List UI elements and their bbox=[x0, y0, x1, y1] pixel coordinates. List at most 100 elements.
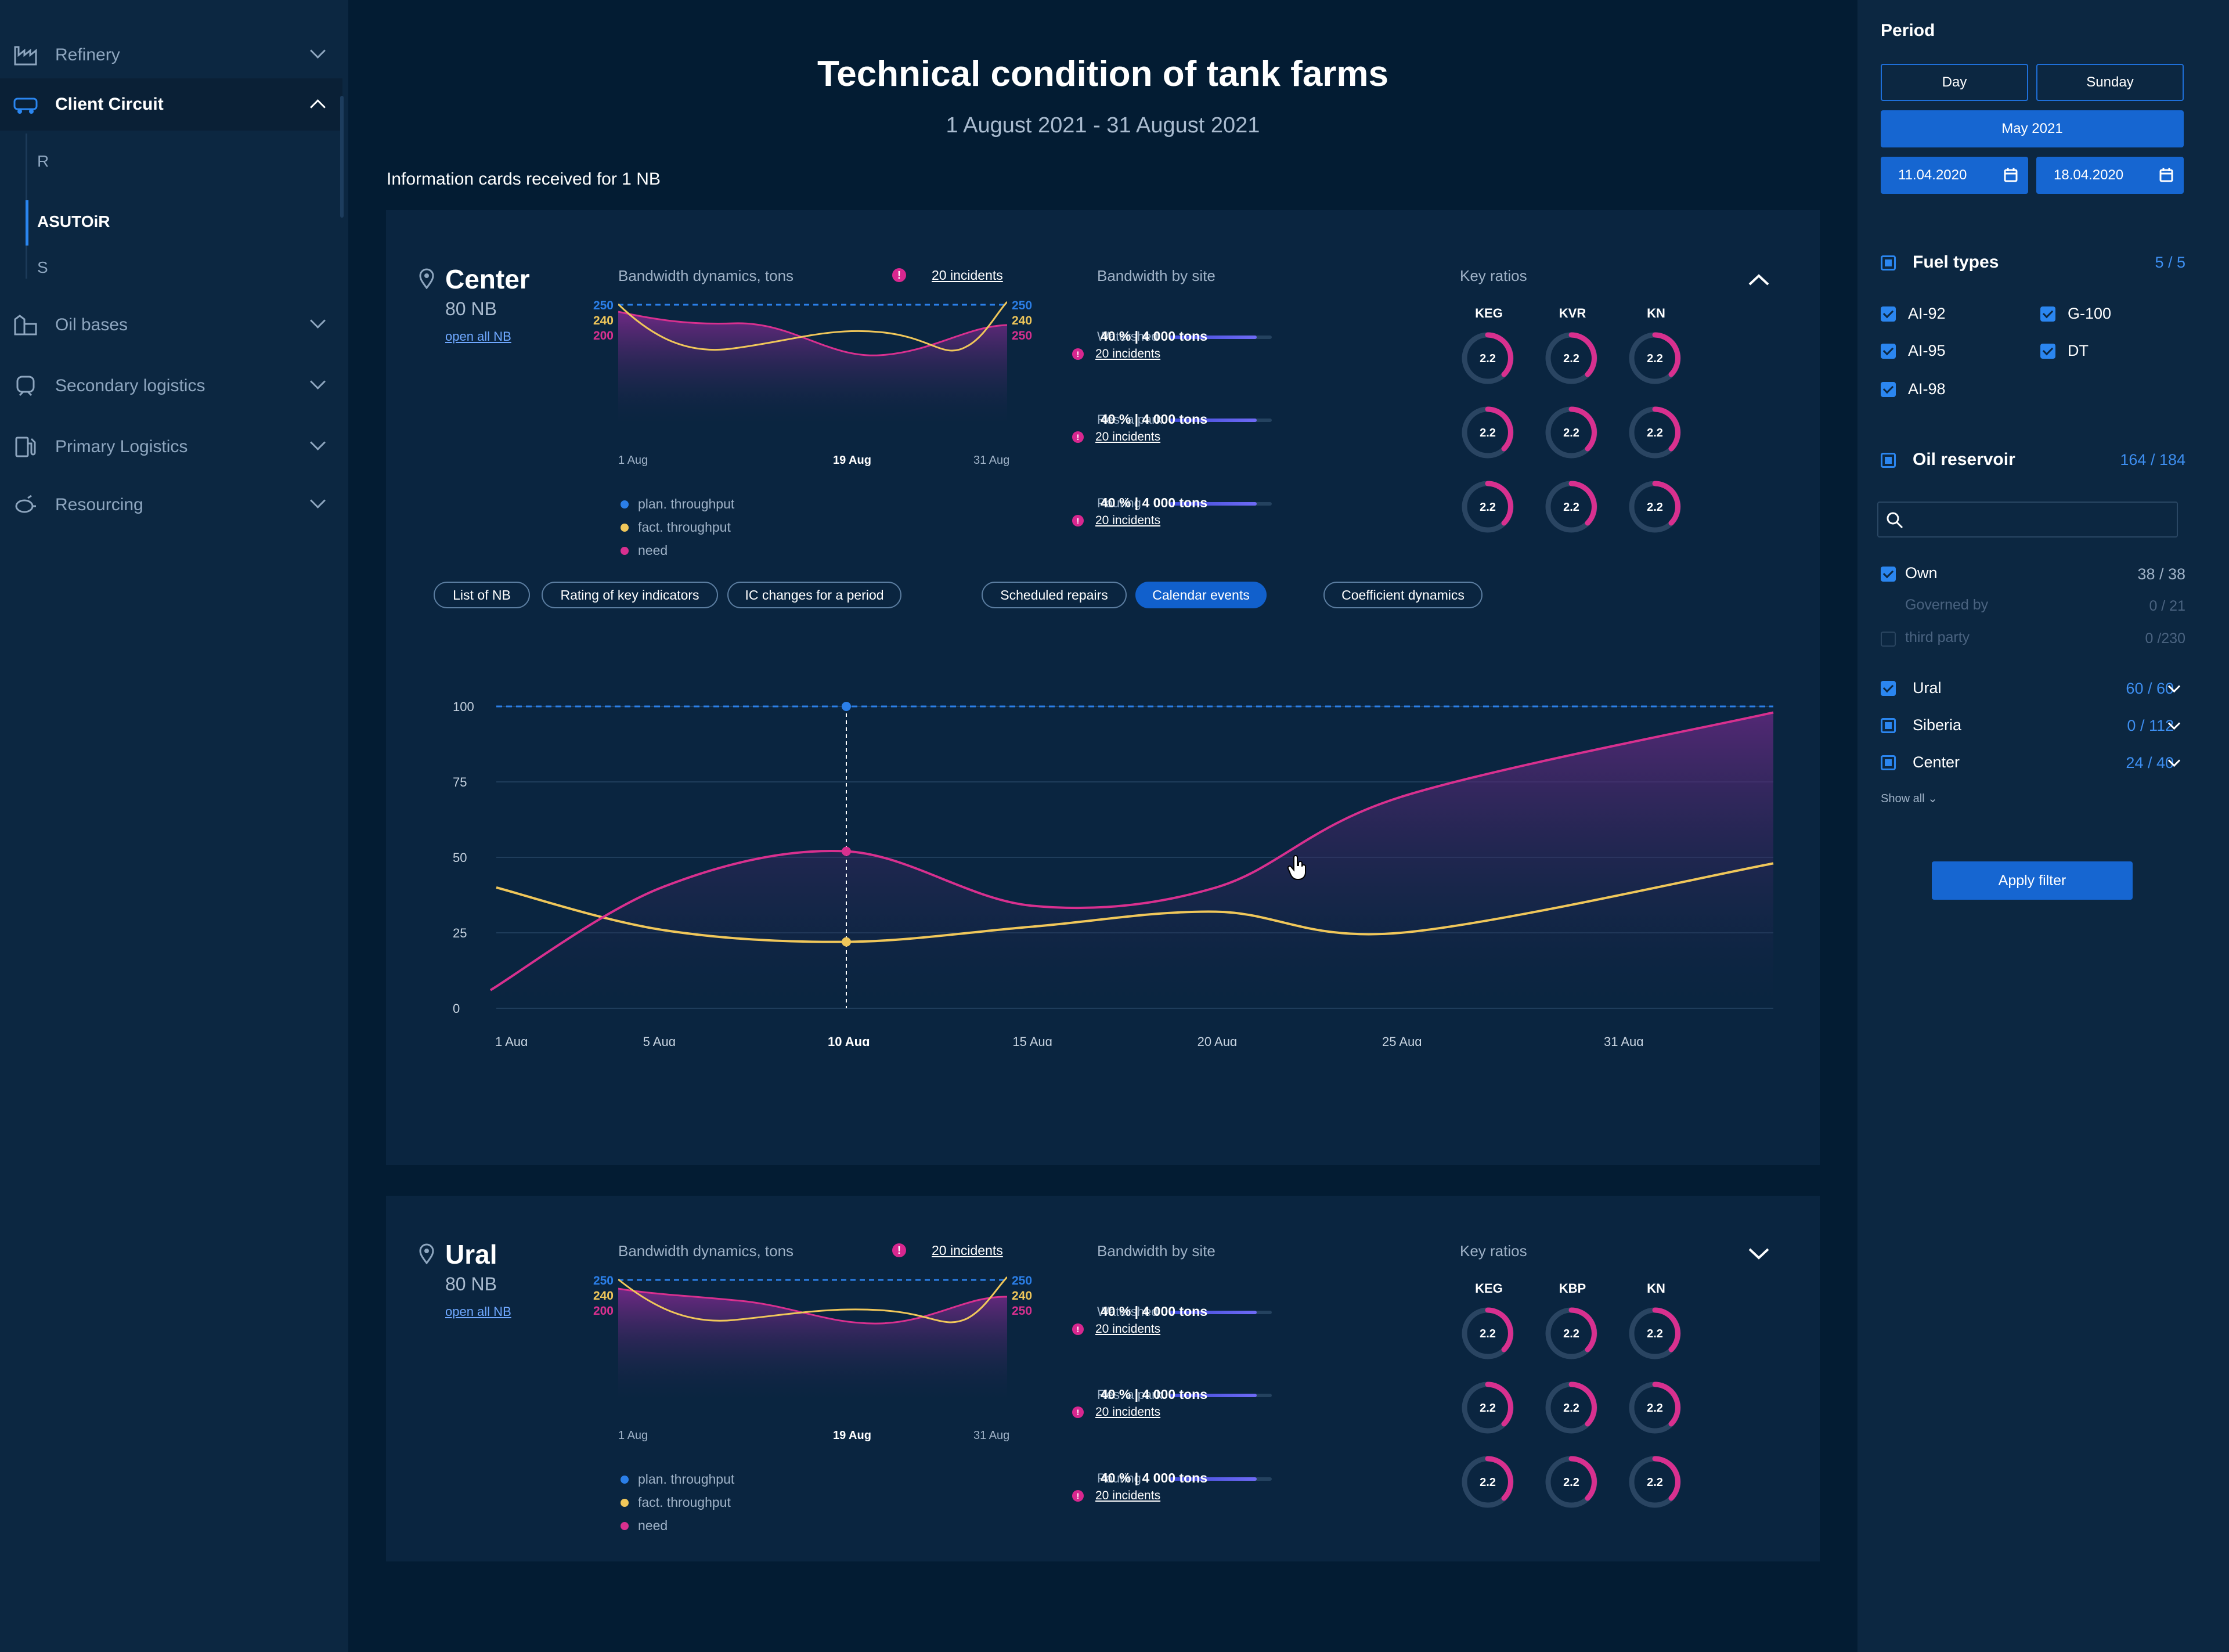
mini-chart bbox=[618, 301, 1007, 431]
incidents-link[interactable]: 20 incidents bbox=[932, 1243, 1003, 1258]
storage-icon bbox=[14, 315, 37, 336]
sidebar-item-primary-logistics[interactable]: Primary Logistics bbox=[0, 421, 342, 473]
fuel-label: G-100 bbox=[2068, 305, 2112, 322]
y-tick-label: 25 bbox=[453, 926, 467, 940]
chevron-down-icon bbox=[310, 313, 326, 329]
y-tick-label: 100 bbox=[453, 699, 474, 714]
factory-icon bbox=[14, 46, 37, 66]
date-to-field[interactable]: 18.04.2020 bbox=[2036, 157, 2184, 194]
svg-text:2.2: 2.2 bbox=[1563, 1402, 1579, 1415]
show-all-link[interactable]: Show all ⌄ bbox=[1881, 792, 1938, 805]
hand-cursor-icon bbox=[1287, 855, 1306, 880]
calendar-icon[interactable] bbox=[2159, 167, 2173, 182]
ownership-count: 38 / 38 bbox=[2137, 565, 2185, 583]
main-content: Technical condition of tank farms 1 Augu… bbox=[348, 0, 1858, 1652]
month-button[interactable]: May 2021 bbox=[1881, 110, 2184, 147]
sidebar-subitem-r[interactable]: R bbox=[37, 152, 49, 170]
region-label: Siberia bbox=[1913, 716, 1962, 734]
open-all-nb-link[interactable]: open all NB bbox=[445, 329, 511, 344]
truck-icon bbox=[13, 98, 38, 114]
ratio-ring: 2.2 bbox=[1545, 481, 1597, 533]
sidebar-item-client-circuit[interactable]: Client Circuit bbox=[0, 78, 342, 131]
incidents-link[interactable]: 20 incidents bbox=[1095, 1489, 1161, 1502]
oil-reservoir-checkbox[interactable] bbox=[1881, 453, 1896, 468]
ratio-ring: 2.2 bbox=[1629, 1382, 1681, 1434]
x-tick-label: 31 Aug bbox=[1604, 1034, 1644, 1046]
fuel-checkbox-ai98[interactable] bbox=[1881, 382, 1896, 397]
incidents-link[interactable]: 20 incidents bbox=[1095, 430, 1161, 443]
site-name: Watershed bbox=[1097, 329, 1159, 344]
fuel-types-count: 5 / 5 bbox=[2155, 254, 2185, 271]
incidents-link[interactable]: 20 incidents bbox=[932, 268, 1003, 283]
chevron-down-icon bbox=[310, 43, 326, 59]
legend-label: need bbox=[638, 543, 668, 558]
tab-calendar-events[interactable]: Calendar events bbox=[1135, 582, 1267, 608]
date-from-field[interactable]: 11.04.2020 bbox=[1881, 157, 2028, 194]
x-tick-label: 5 Aug bbox=[643, 1034, 676, 1046]
region-checkbox-center[interactable] bbox=[1881, 755, 1896, 770]
fuel-checkbox-ai92[interactable] bbox=[1881, 306, 1896, 322]
search-input[interactable] bbox=[1877, 502, 2178, 538]
legend-need: need bbox=[621, 1518, 668, 1534]
incidents-link[interactable]: 20 incidents bbox=[1095, 1322, 1161, 1336]
svg-text:2.2: 2.2 bbox=[1647, 1328, 1663, 1340]
ratio-ring: 2.2 bbox=[1462, 332, 1514, 384]
site-value: 40 % | 4 000 tons bbox=[1100, 1470, 1207, 1485]
calendar-icon[interactable] bbox=[2004, 167, 2018, 182]
tab-rating-of-key-indicators[interactable]: Rating of key indicators bbox=[542, 582, 718, 608]
day-button[interactable]: Day bbox=[1881, 64, 2028, 101]
ratios-title: Key ratios bbox=[1460, 267, 1527, 284]
apply-filter-button[interactable]: Apply filter bbox=[1932, 861, 2133, 900]
fuel-types-title: Fuel types bbox=[1913, 253, 1999, 272]
incidents-link[interactable]: 20 incidents bbox=[1095, 514, 1161, 527]
expand-chevron-icon[interactable] bbox=[1747, 1247, 1770, 1261]
open-all-nb-link[interactable]: open all NB bbox=[445, 1304, 511, 1319]
incidents-link[interactable]: 20 incidents bbox=[1095, 347, 1161, 360]
tick-label: 200 bbox=[593, 329, 614, 342]
svg-text:2.2: 2.2 bbox=[1563, 352, 1579, 365]
tab-ic-changes[interactable]: IC changes for a period bbox=[727, 582, 901, 608]
ownership-checkbox-own[interactable] bbox=[1881, 567, 1896, 582]
sidebar-item-resourcing[interactable]: Resourcing bbox=[0, 479, 342, 531]
sidebar-item-secondary-logistics[interactable]: Secondary logistics bbox=[0, 360, 342, 412]
tab-scheduled-repairs[interactable]: Scheduled repairs bbox=[982, 582, 1127, 608]
sidebar-subitem-s[interactable]: S bbox=[37, 258, 48, 276]
svg-text:2.2: 2.2 bbox=[1480, 1476, 1496, 1489]
svg-text:2.2: 2.2 bbox=[1647, 352, 1663, 365]
need-dot-icon bbox=[621, 546, 629, 555]
tick-label: 250 bbox=[1012, 299, 1033, 312]
card-ural: Ural 80 NB open all NB Bandwidth dynamic… bbox=[386, 1196, 1820, 1561]
mini-chart bbox=[618, 1276, 1007, 1406]
sidebar-item-oil-bases[interactable]: Oil bases bbox=[0, 299, 342, 351]
data-point-need bbox=[842, 846, 851, 856]
tab-coefficient-dynamics[interactable]: Coefficient dynamics bbox=[1323, 582, 1483, 608]
svg-text:2.2: 2.2 bbox=[1480, 501, 1496, 514]
incidents-link[interactable]: 20 incidents bbox=[1095, 1405, 1161, 1419]
region-checkbox-siberia[interactable] bbox=[1881, 718, 1896, 733]
site-value: 40 % | 4 000 tons bbox=[1100, 495, 1207, 510]
tick-label: 250 bbox=[593, 299, 614, 312]
sunday-button[interactable]: Sunday bbox=[2036, 64, 2184, 101]
fuel-checkbox-dt[interactable] bbox=[2040, 344, 2055, 359]
fuel-checkbox-ai95[interactable] bbox=[1881, 344, 1896, 359]
fuel-types-checkbox[interactable] bbox=[1881, 255, 1896, 270]
x-label: 1 Aug bbox=[618, 454, 648, 467]
sidebar-item-refinery[interactable]: Refinery bbox=[0, 29, 342, 81]
ratio-ring: 2.2 bbox=[1545, 406, 1597, 459]
svg-text:2.2: 2.2 bbox=[1647, 427, 1663, 439]
ratio-ring: 2.2 bbox=[1629, 332, 1681, 384]
ownership-checkbox-third-party[interactable] bbox=[1881, 632, 1896, 647]
sidebar-scrollbar[interactable] bbox=[340, 96, 344, 218]
tick-label: 200 bbox=[593, 1304, 614, 1318]
sidebar-subitem-asutoir[interactable]: ASUTOiR bbox=[37, 212, 110, 230]
tick-label: 250 bbox=[1012, 1304, 1033, 1318]
collapse-chevron-icon[interactable] bbox=[1747, 273, 1770, 287]
card-name: Center bbox=[445, 264, 530, 294]
ratio-grid: 2.2 2.2 2.2 2.2 2.2 2.2 2.2 2.2 2.2 bbox=[1459, 1304, 1691, 1536]
region-count: 60 / 60 bbox=[2126, 680, 2174, 697]
fuel-label: AI-95 bbox=[1908, 342, 1946, 359]
ratio-header: KBP bbox=[1559, 1281, 1586, 1296]
region-checkbox-ural[interactable] bbox=[1881, 681, 1896, 696]
fuel-checkbox-g100[interactable] bbox=[2040, 306, 2055, 322]
tab-list-of-nb[interactable]: List of NB bbox=[434, 582, 530, 608]
